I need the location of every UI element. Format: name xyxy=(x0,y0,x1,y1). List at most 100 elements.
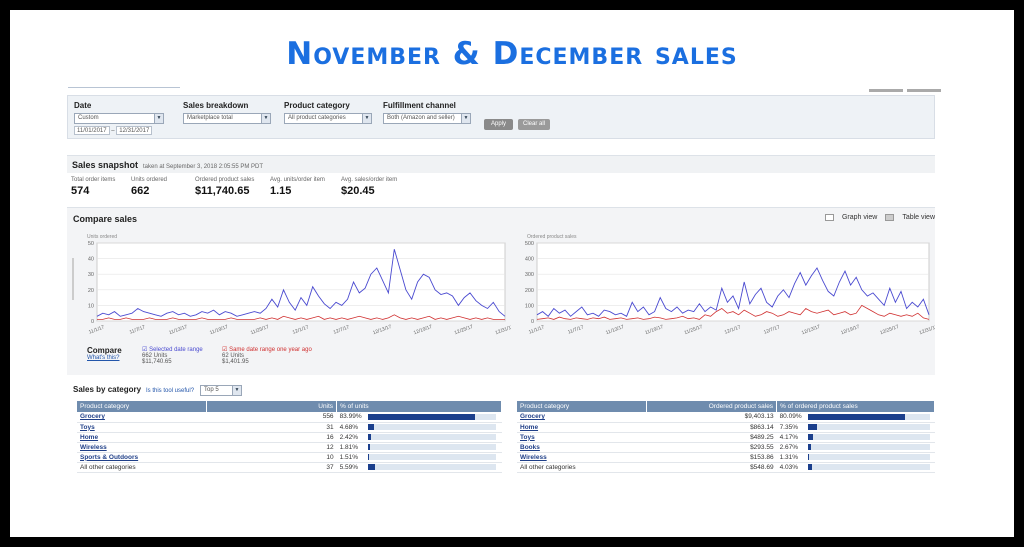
plot-area xyxy=(96,242,506,322)
category-link[interactable]: Wireless xyxy=(520,453,547,461)
y-axis-label: Ordered product sales xyxy=(527,234,577,240)
fulfillment-select[interactable]: Both (Amazon and seller) ▼ xyxy=(383,113,471,124)
x-tick-label: 12/1/17 xyxy=(724,324,742,335)
legend-prior-label: Same date range one year ago xyxy=(229,347,312,353)
x-tick-label: 12/7/17 xyxy=(763,324,781,335)
useful-link[interactable]: Is this tool useful? xyxy=(146,388,195,394)
category-cell: Grocery xyxy=(517,412,647,423)
plot-area xyxy=(536,242,930,322)
units-chart: Units ordered 0 10 20 30 40 50 11/1/17 11/7/17 11… xyxy=(87,234,511,336)
column-header[interactable]: % of ordered product sales xyxy=(776,401,935,412)
category-title: Sales by category xyxy=(73,385,142,394)
image-frame: November & December sales Date Custom ▼ 1… xyxy=(10,10,1014,537)
metric-value: $11,740.65 xyxy=(195,185,250,197)
date-select[interactable]: Custom ▼ xyxy=(74,113,164,124)
chevron-down-icon: ▼ xyxy=(461,114,470,123)
category-link[interactable]: Sports & Outdoors xyxy=(80,453,139,461)
legend-selected-sales: $11,740.65 xyxy=(142,359,172,365)
percent-label: 5.59% xyxy=(339,463,358,471)
column-header[interactable]: Product category xyxy=(517,401,648,412)
category-link[interactable]: Wireless xyxy=(80,443,107,451)
breakdown-select[interactable]: Marketplace total ▼ xyxy=(183,113,271,124)
legend-selected-label: Selected date range xyxy=(149,347,203,353)
value-cell: 37 xyxy=(206,462,337,473)
apply-button[interactable]: Apply xyxy=(484,119,513,130)
x-tick-label: 11/7/17 xyxy=(567,324,585,335)
column-header[interactable]: Ordered product sales xyxy=(646,401,778,412)
fulfillment-label: Fulfillment channel xyxy=(383,101,456,110)
percent-bar-track xyxy=(367,453,496,460)
top-control-2[interactable] xyxy=(907,89,941,92)
percent-cell: 83.99% xyxy=(336,412,502,423)
column-header[interactable]: % of units xyxy=(336,401,502,412)
percent-bar-track xyxy=(807,413,930,420)
column-header[interactable]: Product category xyxy=(77,401,208,412)
category-link[interactable]: Grocery xyxy=(520,413,545,421)
filter-bar: Date Custom ▼ 11/01/2017 – 12/31/2017 Sal… xyxy=(67,95,935,139)
table-row: Toys 31 4.68% xyxy=(77,422,502,433)
table-view-label: Table view xyxy=(902,214,935,222)
percent-cell: 4.68% xyxy=(336,422,502,433)
whats-this-link[interactable]: What's this? xyxy=(87,355,120,361)
table-row: Toys $489.25 4.17% xyxy=(517,432,935,443)
sales-snapshot: Sales snapshot taken at September 3, 201… xyxy=(67,155,935,201)
category-cell: Wireless xyxy=(517,452,647,463)
checkbox-icon[interactable]: ☑ xyxy=(222,347,228,353)
x-tick-label: 11/7/17 xyxy=(129,324,147,335)
category-link[interactable]: Toys xyxy=(80,423,95,431)
graph-view-button[interactable]: Graph view xyxy=(824,214,877,221)
table-row: Grocery 556 83.99% xyxy=(77,412,502,423)
value-cell: 31 xyxy=(206,422,337,433)
percent-bar-track xyxy=(807,443,930,450)
percent-bar-track xyxy=(807,433,930,440)
percent-label: 2.67% xyxy=(779,443,798,451)
y-tick-label: 0 xyxy=(91,319,94,325)
category-select[interactable]: All product categories ▼ xyxy=(284,113,372,124)
category-label: Product category xyxy=(284,101,350,110)
top-select[interactable]: Top 5 ▼ xyxy=(199,384,242,396)
series-line-prior xyxy=(97,314,505,320)
category-link[interactable]: Toys xyxy=(520,433,535,441)
y-tick-label: 100 xyxy=(525,303,534,309)
compare-legend: Compare What's this? xyxy=(87,346,122,361)
date-from-input[interactable]: 11/01/2017 xyxy=(74,126,110,135)
legend-selected-row: ☑ Selected date range xyxy=(142,346,203,353)
sales-chart: Ordered product sales 0 100 200 300 400 500 11/… xyxy=(525,234,935,336)
table-row: Home $863.14 7.35% xyxy=(517,422,935,433)
category-link[interactable]: Home xyxy=(520,423,539,431)
metric-avg-sales: Avg. sales/order item $20.45 xyxy=(341,177,397,197)
date-to-input[interactable]: 12/31/2017 xyxy=(116,126,153,135)
metric-value: 662 xyxy=(131,185,150,197)
table-row: Home 16 2.42% xyxy=(77,432,502,443)
percent-label: 80.09% xyxy=(779,413,802,421)
top-control-1[interactable] xyxy=(869,89,903,92)
compare-title: Compare sales xyxy=(73,214,138,224)
clear-all-button[interactable]: Clear all xyxy=(518,119,550,130)
category-header: Sales by category Is this tool useful? T… xyxy=(67,381,935,399)
percent-bar-track xyxy=(807,453,930,460)
category-link[interactable]: Books xyxy=(520,443,540,451)
percent-label: 7.35% xyxy=(779,423,798,431)
column-header[interactable]: Units xyxy=(206,401,338,412)
snapshot-header: Sales snapshot taken at September 3, 201… xyxy=(67,155,935,173)
category-link[interactable]: Home xyxy=(80,433,99,441)
checkbox-icon[interactable]: ☑ xyxy=(142,347,148,353)
date-range: 11/01/2017 – 12/31/2017 xyxy=(74,126,164,135)
table-row: Grocery $9,403.13 80.09% xyxy=(517,412,935,423)
category-cell: All other categories xyxy=(77,462,207,473)
snapshot-metrics: Total order items 574 Units ordered 662 Or… xyxy=(67,173,935,201)
date-label: Date xyxy=(74,101,92,110)
series-line-selected xyxy=(96,249,506,317)
category-cell: Home xyxy=(517,422,647,433)
fulfillment-filter: Fulfillment channel Both (Amazon and sel… xyxy=(383,101,471,124)
category-filter: Product category All product categories ▼ xyxy=(284,101,372,124)
x-tick-label: 12/19/17 xyxy=(413,324,434,336)
x-tick-label: 11/1/17 xyxy=(88,324,106,335)
table-view-button[interactable]: Table view xyxy=(885,214,935,221)
chevron-down-icon: ▼ xyxy=(362,114,371,123)
date-filter: Date Custom ▼ 11/01/2017 – 12/31/2017 xyxy=(74,101,164,135)
percent-label: 4.68% xyxy=(339,423,358,431)
snapshot-title: Sales snapshot xyxy=(72,160,139,170)
category-cell: All other categories xyxy=(517,462,647,473)
category-link[interactable]: Grocery xyxy=(80,413,105,421)
